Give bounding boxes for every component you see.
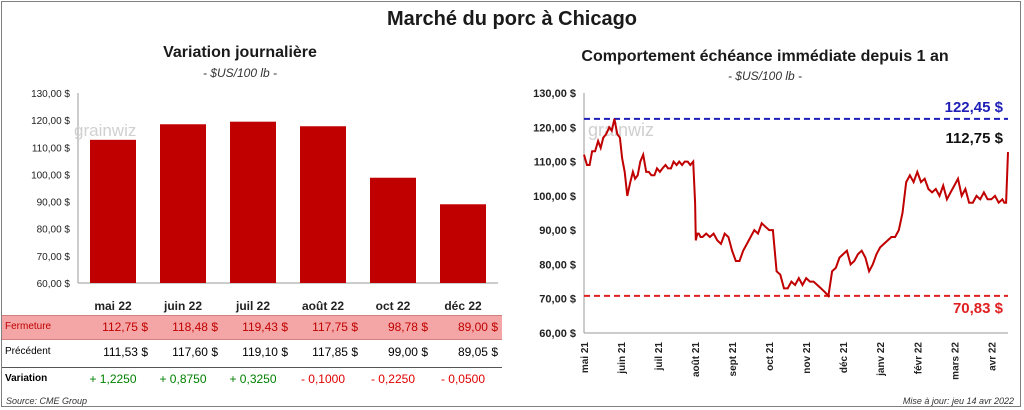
table-cell: 117,75 $ <box>312 320 358 334</box>
update-note: Mise à jour: jeu 14 avr 2022 <box>902 396 1014 406</box>
table-row-label: Fermeture <box>5 321 52 332</box>
bar-category-label: oct 22 <box>376 299 411 313</box>
line-x-tick-label: oct 21 <box>765 342 776 371</box>
bar-y-tick-label: 100,00 $ <box>31 170 70 181</box>
line-x-tick-label: juin 21 <box>617 342 628 375</box>
line-x-tick-label: févr 22 <box>913 342 924 375</box>
line-x-tick-label: sept 21 <box>728 342 739 377</box>
line-y-tick-label: 90,00 $ <box>539 225 576 237</box>
bar-y-tick-label: 90,00 $ <box>37 198 71 209</box>
table-cell: - 0,2250 <box>370 372 416 386</box>
table-row: Variation + 1,2250 + 0,8750 + 0,3250 - 0,100… <box>2 367 502 391</box>
bar-y-tick-label: 110,00 $ <box>32 143 71 154</box>
line-x-tick-label: mai 21 <box>580 342 591 374</box>
line-y-tick-label: 60,00 $ <box>539 328 576 340</box>
bar-category-label: déc 22 <box>444 299 482 313</box>
last-value-label: 112,75 $ <box>945 130 1003 147</box>
line-x-tick-label: avr 22 <box>987 342 998 371</box>
line-y-tick-label: 130,00 $ <box>533 88 576 100</box>
line-y-tick-label: 100,00 $ <box>533 191 576 203</box>
bar <box>440 204 486 283</box>
table-row: Précédent 111,53 $ 117,60 $ 119,10 $ 117,85 … <box>2 341 502 364</box>
left-chart-unit: - $US/100 lb - <box>202 66 278 80</box>
table-cell: 119,43 $ <box>242 320 288 334</box>
bar-category-label: mai 22 <box>94 299 132 313</box>
bar <box>370 177 416 283</box>
table-cell: + 0,3250 <box>229 372 277 386</box>
line-x-tick-label: déc 21 <box>839 342 850 374</box>
table-cell: + 1,2250 <box>89 372 137 386</box>
table-cell: 98,78 $ <box>387 320 428 334</box>
bar-chart: 60,00 $ 70,00 $ 80,00 $ 90,00 $ 100,00 $ 110,… <box>31 89 498 313</box>
line-y-tick-label: 110,00 $ <box>534 157 576 169</box>
line-y-tick-label: 120,00 $ <box>533 122 576 134</box>
table-cell: 112,75 $ <box>102 320 148 334</box>
bar-category-label: août 22 <box>302 299 344 313</box>
line-x-tick-label: mars 22 <box>950 342 961 380</box>
line-x-tick-label: juil 21 <box>654 342 665 372</box>
line-y-tick-label: 70,00 $ <box>539 294 576 306</box>
line-y-tick-label: 80,00 $ <box>539 259 576 271</box>
line-chart: 60,00 $ 70,00 $ 80,00 $ 90,00 $ 100,00 $ 110,… <box>533 88 1009 380</box>
bar-category-label: juil 22 <box>235 299 270 313</box>
bar-category-label: juin 22 <box>163 299 202 313</box>
table-cell: 119,10 $ <box>242 345 288 359</box>
table-cell: + 0,8750 <box>159 372 207 386</box>
table-cell: - 0,0500 <box>440 372 486 386</box>
table-cell: 89,00 $ <box>457 320 498 334</box>
main-title: Marché du porc à Chicago <box>386 8 638 30</box>
min-value-label: 70,83 $ <box>953 300 1004 317</box>
max-value-label: 122,45 $ <box>945 99 1004 116</box>
table-cell: 89,05 $ <box>457 345 498 359</box>
source-note: Source: CME Group <box>6 396 88 406</box>
bar-y-tick-label: 120,00 $ <box>31 116 70 127</box>
bar <box>300 126 346 283</box>
table-cell: 117,85 $ <box>312 345 358 359</box>
line-x-tick-label: août 21 <box>691 342 702 377</box>
price-line <box>583 118 1009 299</box>
bar <box>90 139 136 283</box>
right-chart-unit: - $US/100 lb - <box>727 69 803 83</box>
right-chart-title: Comportement échéance immédiate depuis 1… <box>581 48 949 65</box>
bar-y-tick-label: 80,00 $ <box>37 225 71 236</box>
bar-y-tick-label: 130,00 $ <box>31 89 70 100</box>
table-cell: 117,60 $ <box>172 345 218 359</box>
bar-y-tick-label: 60,00 $ <box>37 279 71 290</box>
line-x-tick-label: nov 21 <box>802 342 813 374</box>
table-row-label: Précédent <box>5 346 51 357</box>
bar <box>230 121 276 283</box>
table-row: Fermeture 112,75 $ 118,48 $ 119,43 $ 117,75 … <box>2 315 502 340</box>
table-cell: - 0,1000 <box>300 372 346 386</box>
bar-y-tick-label: 70,00 $ <box>37 252 71 263</box>
table-cell: 111,53 $ <box>103 345 148 359</box>
watermark-logo: grainwiz <box>588 120 654 140</box>
bar <box>160 124 206 283</box>
line-x-tick-label: janv 22 <box>876 342 887 377</box>
watermark-logo: grainwiz <box>74 121 136 140</box>
table-row-label: Variation <box>5 373 48 384</box>
table-cell: 99,00 $ <box>387 345 428 359</box>
table-cell: 118,48 $ <box>172 320 218 334</box>
left-chart-title: Variation journalière <box>163 44 317 61</box>
